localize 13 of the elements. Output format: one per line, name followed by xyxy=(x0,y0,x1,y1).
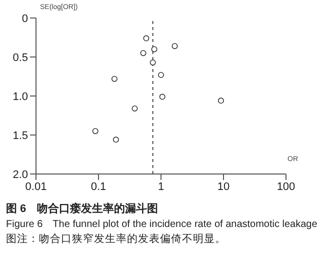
y-tick-label: 1.0 xyxy=(12,90,28,103)
y-tick-label: 0.5 xyxy=(12,52,28,64)
x-tick-label: 1 xyxy=(158,180,164,193)
x-tick-label: 0.01 xyxy=(25,180,47,193)
y-tick-label: 1.5 xyxy=(12,130,28,142)
text: 图注：吻合口狭窄发生率的发表偏倚不明显。 xyxy=(6,232,227,247)
x-tick-label: 0.1 xyxy=(90,180,106,193)
x-tick-label: 10 xyxy=(217,180,230,193)
text: 图 6 吻合口瘘发生率的漏斗图 xyxy=(6,202,160,217)
y-tick-label: 2.0 xyxy=(12,168,28,181)
y-tick-label: 0 xyxy=(22,12,28,25)
x-tick-label: 100 xyxy=(276,180,296,193)
text: Figure 6 The funnel plot of the incidence rate of anastomotic leakage xyxy=(6,218,318,232)
